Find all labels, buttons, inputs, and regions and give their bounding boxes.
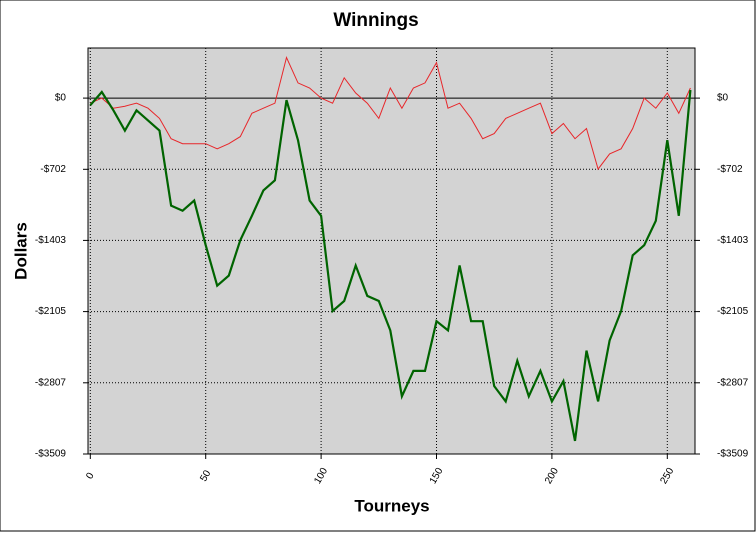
y-tick-label: -$3509 xyxy=(35,449,67,460)
series-line xyxy=(89,89,692,442)
y-tick-label: $0 xyxy=(55,93,67,104)
x-tick-label: 50 xyxy=(198,468,213,484)
x-axis-title: Tourneys xyxy=(354,496,429,515)
y2-tick-label: -$2105 xyxy=(717,306,749,317)
y-tick-label: -$1403 xyxy=(35,235,67,246)
series-line xyxy=(90,55,691,171)
y-axis-title: Dollars xyxy=(11,222,30,280)
y2-tick-label: -$2807 xyxy=(717,377,749,388)
y-tick-label: -$2105 xyxy=(35,306,67,317)
y-tick-label: -$2807 xyxy=(35,377,67,388)
plot-area xyxy=(87,47,696,455)
chart-title: Winnings xyxy=(333,10,418,31)
y2-tick-label: -$702 xyxy=(717,164,743,175)
y2-tick-label: $0 xyxy=(717,93,729,104)
y-tick-label: -$702 xyxy=(40,164,66,175)
y2-tick-label: -$3509 xyxy=(717,449,749,460)
x-tick-label: 0 xyxy=(84,471,97,482)
y2-tick-label: -$1403 xyxy=(717,235,749,246)
